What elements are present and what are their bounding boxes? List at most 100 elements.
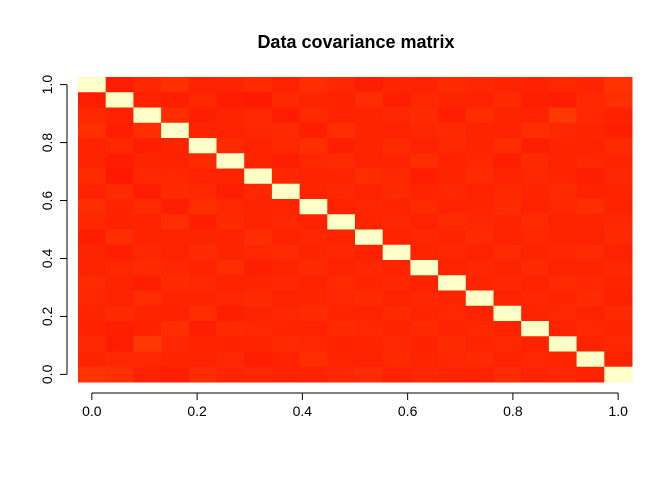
heatmap-cell-r16-c15: [465, 305, 494, 322]
heatmap-cell-r2-c11: [355, 92, 384, 108]
heatmap-cell-r17-c19: [576, 321, 605, 337]
heatmap-cell-r3-c20: [604, 107, 633, 124]
y-tick-label-0: 0.0: [39, 364, 55, 384]
heatmap-cell-r4-c12: [382, 122, 411, 139]
heatmap-cell-r10-c8: [271, 214, 301, 230]
heatmap-cell-r1-c14: [438, 77, 467, 93]
heatmap-cell-r20-c2: [105, 366, 134, 383]
heatmap-cell-r20-c13: [410, 366, 439, 383]
heatmap-cell-r19-c16: [493, 351, 522, 368]
heatmap-cell-r9-c6: [216, 199, 245, 215]
heatmap-cell-r11-c2: [105, 229, 134, 246]
heatmap-cell-r11-c14: [438, 229, 467, 246]
heatmap-cell-r13-c17: [521, 260, 550, 276]
heatmap-cell-r15-c19: [576, 290, 605, 307]
heatmap-cell-r4-c11: [355, 122, 384, 139]
heatmap-cell-r13-c3: [133, 260, 162, 276]
heatmap-cell-r12-c19: [576, 244, 605, 261]
heatmap-cell-r15-c5: [188, 290, 217, 307]
heatmap-cell-r10-c4: [161, 214, 190, 230]
heatmap-cell-r1-c5: [188, 77, 217, 93]
heatmap-cell-r17-c4: [161, 321, 190, 337]
heatmap-cell-r5-c6: [216, 138, 245, 154]
heatmap-cell-r19-c3: [133, 351, 162, 368]
heatmap-cell-r1-c2: [105, 77, 134, 93]
heatmap-cell-r5-c2: [105, 138, 134, 154]
heatmap-cell-r18-c8: [271, 336, 301, 352]
heatmap-cell-r17-c8: [271, 321, 301, 337]
heatmap-cell-r17-c10: [327, 321, 356, 337]
heatmap-cell-r17-c13: [410, 321, 439, 337]
heatmap-cell-r7-c10: [327, 168, 356, 185]
heatmap-cell-r13-c4: [161, 260, 190, 276]
heatmap-cell-r19-c2: [105, 351, 134, 368]
heatmap-cell-r9-c14: [438, 199, 467, 215]
heatmap-cell-r10-c2: [105, 214, 134, 230]
heatmap-cell-r3-c11: [355, 107, 384, 124]
heatmap-cell-r14-c20: [604, 275, 633, 291]
heatmap-cell-r11-c13: [410, 229, 439, 246]
heatmap-cell-r20-c20: [604, 366, 633, 383]
heatmap-cell-r3-c17: [521, 107, 550, 124]
y-tick-label-2: 0.4: [39, 249, 55, 269]
heatmap-cell-r11-c16: [493, 229, 522, 246]
heatmap-cell-r13-c6: [216, 260, 245, 276]
heatmap-cell-r15-c16: [493, 290, 522, 307]
heatmap-cell-r10-c5: [188, 214, 217, 230]
heatmap-cell-r20-c19: [576, 366, 605, 383]
heatmap-cell-r15-c14: [438, 290, 467, 307]
heatmap-cell-r2-c19: [576, 92, 605, 108]
heatmap-cell-r18-c2: [105, 336, 134, 352]
heatmap-cell-r14-c8: [271, 275, 301, 291]
y-tick-label-1: 0.2: [39, 306, 55, 326]
heatmap-cell-r4-c19: [576, 122, 605, 139]
heatmap-cell-r16-c7: [244, 305, 273, 322]
heatmap-cell-r6-c9: [299, 153, 328, 169]
heatmap-cell-r18-c15: [465, 336, 494, 352]
heatmap-cell-r12-c9: [299, 244, 328, 261]
heatmap-cell-r17-c14: [438, 321, 467, 337]
heatmap-cell-r17-c3: [133, 321, 162, 337]
heatmap-cell-r14-c18: [548, 275, 578, 291]
heatmap-cell-r7-c13: [410, 168, 439, 185]
heatmap-cell-r7-c3: [133, 168, 162, 185]
heatmap-cell-r7-c17: [521, 168, 550, 185]
heatmap-cell-r18-c17: [521, 336, 550, 352]
heatmap-cell-r12-c7: [244, 244, 273, 261]
heatmap-cell-r7-c1: [78, 168, 107, 185]
x-tick-label-3: 0.6: [398, 403, 418, 419]
heatmap-cell-r19-c4: [161, 351, 190, 368]
heatmap-cell-r11-c10: [327, 229, 356, 246]
heatmap-cell-r8-c20: [604, 183, 633, 200]
heatmap-cell-r3-c13: [410, 107, 439, 124]
heatmap-cell-r8-c15: [465, 183, 494, 200]
heatmap-cell-r10-c13: [410, 214, 439, 230]
heatmap-cell-r1-c4: [161, 77, 190, 93]
heatmap-cell-r11-c11: [355, 229, 384, 246]
heatmap-cell-r3-c15: [465, 107, 494, 124]
y-tick-label-3: 0.6: [39, 191, 55, 211]
heatmap-cell-r11-c6: [216, 229, 245, 246]
heatmap-cell-r2-c1: [78, 92, 107, 108]
heatmap-cell-r11-c12: [382, 229, 411, 246]
heatmap-cell-r13-c18: [548, 260, 578, 276]
heatmap-cell-r14-c3: [133, 275, 162, 291]
heatmap-cell-r12-c2: [105, 244, 134, 261]
heatmap-cell-r6-c5: [188, 153, 217, 169]
heatmap-cell-r6-c16: [493, 153, 522, 169]
heatmap-cell-r15-c11: [355, 290, 384, 307]
heatmap-cell-r4-c16: [493, 122, 522, 139]
heatmap-cell-r16-c4: [161, 305, 190, 322]
heatmap-cell-r14-c15: [465, 275, 494, 291]
heatmap-cell-r19-c14: [438, 351, 467, 368]
heatmap-cell-r6-c7: [244, 153, 273, 169]
heatmap-cell-r12-c8: [271, 244, 301, 261]
heatmap-cell-r12-c16: [493, 244, 522, 261]
heatmap-cell-r18-c14: [438, 336, 467, 352]
heatmap-cell-r18-c11: [355, 336, 384, 352]
heatmap-cell-r4-c17: [521, 122, 550, 139]
heatmap-cell-r8-c13: [410, 183, 439, 200]
heatmap-cell-r18-c5: [188, 336, 217, 352]
heatmap-cell-r2-c12: [382, 92, 411, 108]
